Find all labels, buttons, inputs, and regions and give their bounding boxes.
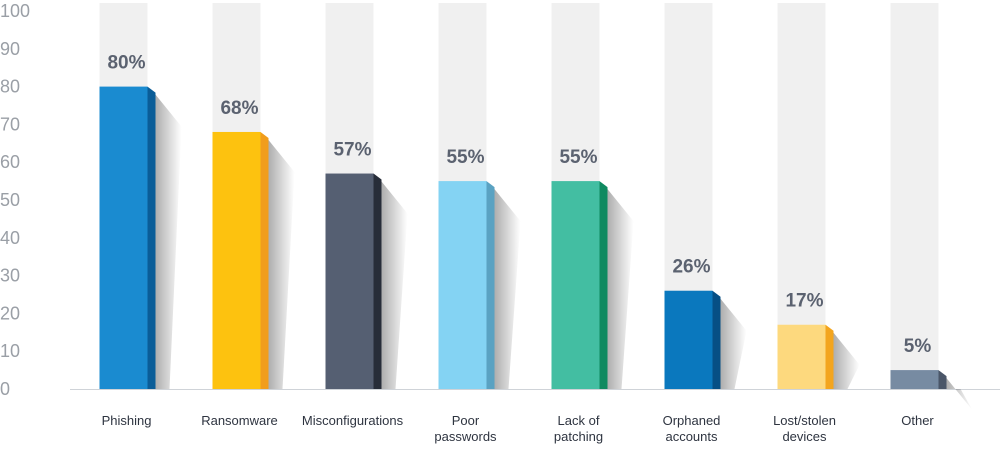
bar-side	[373, 173, 382, 389]
bar-side	[147, 86, 156, 389]
bar-shadows	[155, 94, 973, 411]
y-tick-label: 10	[0, 341, 20, 361]
y-tick-label: 50	[0, 190, 20, 210]
category-label: passwords	[434, 429, 497, 444]
y-axis: 0 10 20 30 40 50 60 70 80 90 100	[0, 1, 30, 399]
category-label: devices	[782, 429, 827, 444]
bar	[438, 181, 487, 389]
bar	[325, 173, 374, 389]
value-label: 5%	[904, 336, 932, 357]
bar	[890, 370, 939, 389]
y-tick-label: 90	[0, 39, 20, 59]
category-label: Phishing	[102, 413, 152, 428]
bar	[551, 181, 600, 389]
y-tick-label: 60	[0, 152, 20, 172]
y-tick-label: 30	[0, 266, 20, 286]
value-labels: 80% 68% 57% 55% 55% 26% 17% 5%	[107, 53, 931, 358]
category-label: Misconfigurations	[302, 413, 404, 428]
bar-background	[777, 3, 826, 389]
value-label: 57%	[333, 140, 371, 161]
bar-side	[938, 370, 947, 389]
bar-background	[890, 3, 939, 389]
value-label: 55%	[446, 147, 484, 168]
bar	[777, 324, 826, 389]
y-tick-label: 40	[0, 228, 20, 248]
bar-side	[486, 181, 495, 389]
bar-shadow	[720, 298, 747, 389]
y-tick-label: 70	[0, 114, 20, 134]
category-label: accounts	[665, 429, 718, 444]
bar-shadow	[833, 332, 860, 389]
bar	[212, 131, 261, 389]
y-tick-label: 0	[0, 379, 10, 399]
bars	[99, 86, 947, 389]
value-label: 26%	[672, 257, 710, 278]
category-label: Lack of	[558, 413, 600, 428]
bar	[664, 290, 713, 389]
bar-shadow	[494, 189, 521, 389]
y-tick-label: 80	[0, 77, 20, 97]
y-tick-label: 100	[0, 1, 30, 21]
value-label: 80%	[107, 53, 145, 74]
category-label: Orphaned	[663, 413, 721, 428]
category-label: patching	[554, 429, 603, 444]
value-label: 68%	[220, 98, 258, 119]
category-label: Lost/stolen	[773, 413, 836, 428]
value-label: 17%	[785, 291, 823, 312]
category-label: Ransomware	[201, 413, 278, 428]
bar-side	[260, 131, 269, 389]
bar-shadow	[268, 139, 295, 389]
category-label: Other	[901, 413, 934, 428]
bar-shadow	[381, 181, 408, 389]
bar	[99, 86, 148, 389]
value-label: 55%	[559, 147, 597, 168]
category-label: Poor	[452, 413, 480, 428]
bar-shadow	[946, 378, 973, 411]
bar-shadow	[607, 189, 634, 389]
bar-side	[599, 181, 608, 389]
bar-side	[825, 324, 834, 389]
category-labels: Phishing Ransomware Misconfigurations Poorp…	[102, 413, 935, 444]
y-tick-label: 20	[0, 303, 20, 323]
bar-shadow	[155, 94, 182, 389]
bar-side	[712, 290, 721, 389]
